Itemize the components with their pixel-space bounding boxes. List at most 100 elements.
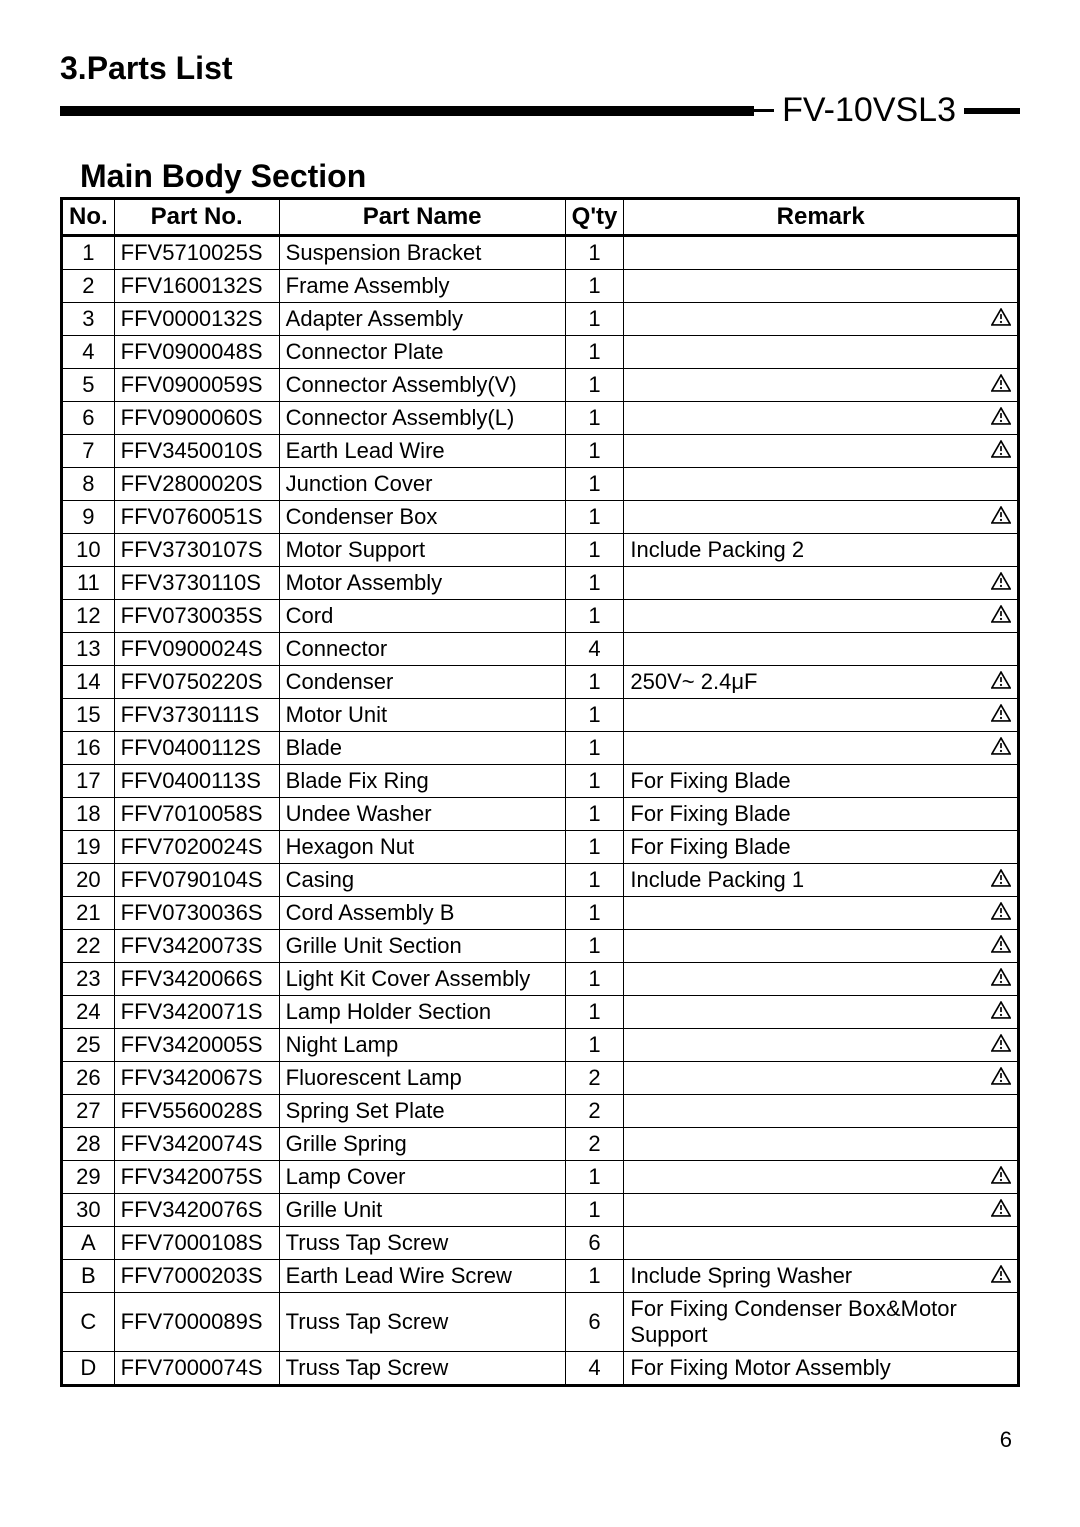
cell-name: Blade Fix Ring	[279, 765, 565, 798]
table-row: 10FFV3730107SMotor Support1Include Packi…	[62, 534, 1019, 567]
section-title: 3.Parts List	[60, 50, 1020, 87]
cell-remark	[624, 369, 1019, 402]
cell-name: Truss Tap Screw	[279, 1293, 565, 1352]
cell-remark: For Fixing Blade	[624, 831, 1019, 864]
cell-partno: FFV7000203S	[114, 1260, 279, 1293]
cell-no: 4	[62, 336, 115, 369]
cell-partno: FFV3420005S	[114, 1029, 279, 1062]
cell-partno: FFV0790104S	[114, 864, 279, 897]
cell-name: Connector Assembly(V)	[279, 369, 565, 402]
cell-name: Hexagon Nut	[279, 831, 565, 864]
cell-remark: 250V~ 2.4μF	[624, 666, 1019, 699]
cell-qty: 1	[565, 963, 624, 996]
cell-remark	[624, 897, 1019, 930]
table-row: 13FFV0900024SConnector4	[62, 633, 1019, 666]
cell-partno: FFV7000089S	[114, 1293, 279, 1352]
cell-qty: 1	[565, 996, 624, 1029]
cell-remark	[624, 435, 1019, 468]
table-row: 4FFV0900048SConnector Plate1	[62, 336, 1019, 369]
cell-qty: 1	[565, 864, 624, 897]
cell-remark: For Fixing Condenser Box&Motor Support	[624, 1293, 1019, 1352]
cell-remark	[624, 270, 1019, 303]
cell-partno: FFV5560028S	[114, 1095, 279, 1128]
remark-text: Include Packing 1	[630, 867, 804, 893]
cell-no: C	[62, 1293, 115, 1352]
cell-qty: 6	[565, 1293, 624, 1352]
table-row: 26FFV3420067SFluorescent Lamp2	[62, 1062, 1019, 1095]
cell-no: 5	[62, 369, 115, 402]
rule-right	[964, 108, 1020, 114]
table-row: 9FFV0760051SCondenser Box1	[62, 501, 1019, 534]
remark-text: 250V~ 2.4μF	[630, 669, 757, 695]
cell-name: Earth Lead Wire	[279, 435, 565, 468]
table-row: 14FFV0750220SCondenser1250V~ 2.4μF	[62, 666, 1019, 699]
parts-table: No. Part No. Part Name Q'ty Remark 1FFV5…	[60, 197, 1020, 1387]
cell-remark	[624, 468, 1019, 501]
warning-icon	[991, 438, 1011, 464]
cell-partno: FFV7000074S	[114, 1352, 279, 1386]
model-number: FV-10VSL3	[774, 91, 964, 130]
warning-icon	[991, 669, 1011, 695]
cell-partno: FFV3420066S	[114, 963, 279, 996]
table-row: 11FFV3730110SMotor Assembly1	[62, 567, 1019, 600]
cell-qty: 1	[565, 699, 624, 732]
table-row: 6FFV0900060SConnector Assembly(L)1	[62, 402, 1019, 435]
cell-qty: 1	[565, 897, 624, 930]
cell-partno: FFV3730110S	[114, 567, 279, 600]
table-body: 1FFV5710025SSuspension Bracket12FFV16001…	[62, 236, 1019, 1386]
cell-partno: FFV7010058S	[114, 798, 279, 831]
cell-partno: FFV1600132S	[114, 270, 279, 303]
cell-name: Condenser	[279, 666, 565, 699]
cell-qty: 1	[565, 765, 624, 798]
cell-remark	[624, 1227, 1019, 1260]
cell-remark: Include Packing 2	[624, 534, 1019, 567]
cell-qty: 1	[565, 732, 624, 765]
cell-remark: For Fixing Blade	[624, 798, 1019, 831]
cell-qty: 6	[565, 1227, 624, 1260]
cell-remark	[624, 1095, 1019, 1128]
cell-partno: FFV0900059S	[114, 369, 279, 402]
cell-qty: 4	[565, 633, 624, 666]
cell-qty: 1	[565, 270, 624, 303]
cell-no: 21	[62, 897, 115, 930]
cell-no: 25	[62, 1029, 115, 1062]
cell-name: Fluorescent Lamp	[279, 1062, 565, 1095]
cell-name: Night Lamp	[279, 1029, 565, 1062]
cell-name: Lamp Holder Section	[279, 996, 565, 1029]
cell-qty: 1	[565, 435, 624, 468]
cell-remark	[624, 236, 1019, 270]
rule-thick	[60, 106, 754, 116]
header-partno: Part No.	[114, 199, 279, 236]
cell-remark	[624, 699, 1019, 732]
table-row: 5FFV0900059SConnector Assembly(V)1	[62, 369, 1019, 402]
table-row: 25FFV3420005SNight Lamp1	[62, 1029, 1019, 1062]
cell-remark	[624, 336, 1019, 369]
cell-name: Connector Assembly(L)	[279, 402, 565, 435]
cell-partno: FFV3730111S	[114, 699, 279, 732]
cell-qty: 2	[565, 1062, 624, 1095]
warning-icon	[991, 966, 1011, 992]
table-row: 29FFV3420075SLamp Cover1	[62, 1161, 1019, 1194]
cell-name: Junction Cover	[279, 468, 565, 501]
cell-no: 9	[62, 501, 115, 534]
cell-qty: 2	[565, 1128, 624, 1161]
warning-icon	[991, 999, 1011, 1025]
cell-remark	[624, 963, 1019, 996]
warning-icon	[991, 405, 1011, 431]
table-row: 8FFV2800020SJunction Cover1	[62, 468, 1019, 501]
warning-icon	[991, 933, 1011, 959]
cell-no: D	[62, 1352, 115, 1386]
cell-no: 1	[62, 236, 115, 270]
cell-qty: 1	[565, 336, 624, 369]
cell-qty: 1	[565, 501, 624, 534]
cell-remark	[624, 600, 1019, 633]
warning-icon	[991, 735, 1011, 761]
cell-remark	[624, 1194, 1019, 1227]
cell-remark	[624, 402, 1019, 435]
warning-icon	[991, 570, 1011, 596]
rule-left	[754, 109, 774, 112]
cell-remark: Include Packing 1	[624, 864, 1019, 897]
warning-icon	[991, 1164, 1011, 1190]
header-no: No.	[62, 199, 115, 236]
cell-qty: 1	[565, 1029, 624, 1062]
